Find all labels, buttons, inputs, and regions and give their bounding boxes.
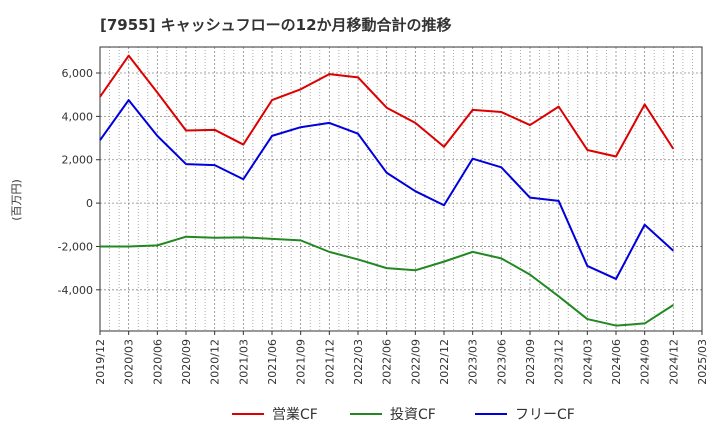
y-tick-label: 4,000 (62, 110, 94, 123)
legend-label-2: 投資CF (390, 407, 436, 423)
x-tick-label: 2021/03 (237, 339, 250, 385)
x-tick-label: 2020/09 (180, 339, 193, 385)
legend-label-3: フリーCF (515, 407, 575, 423)
series-line-3 (99, 99, 675, 280)
y-tick-label: -2,000 (58, 240, 93, 253)
x-tick-label: 2022/09 (409, 339, 422, 385)
x-tick-label: 2022/12 (438, 339, 451, 385)
y-tick-label: -4,000 (58, 284, 93, 297)
y-tick-label: 2,000 (62, 154, 94, 167)
x-tick-label: 2020/06 (151, 339, 164, 385)
legend-label-1: 営業CF (272, 407, 318, 423)
legend: 営業CF 投資CF フリーCF (232, 407, 575, 423)
x-tick-label: 2024/12 (667, 339, 680, 385)
x-tick-label: 2019/12 (94, 339, 107, 385)
plot-background (100, 47, 702, 331)
x-tick-label: 2022/03 (352, 339, 365, 385)
y-axis-label: (百万円) (10, 179, 23, 221)
x-tick-label: 2021/12 (323, 339, 336, 385)
x-tick-label: 2020/12 (209, 339, 222, 385)
x-tick-label: 2023/09 (524, 339, 537, 385)
x-tick-label: 2024/03 (581, 339, 594, 385)
plot-area: -4,000 -2,000 0 2,000 4,000 6,000 2019/12 2020/… (58, 46, 709, 385)
x-tick-label: 2024/06 (610, 339, 623, 385)
x-tick-label: 2022/06 (381, 339, 394, 385)
x-tick-label: 2025/03 (696, 339, 709, 385)
chart-title: [7955] キャッシュフローの12か月移動合計の推移 (100, 16, 452, 34)
x-tick-label: 2020/03 (123, 339, 136, 385)
y-tick-label: 6,000 (62, 67, 94, 80)
x-tick-label: 2021/06 (266, 339, 279, 385)
x-tick-label: 2024/09 (639, 339, 652, 385)
x-tick-label: 2023/06 (495, 339, 508, 385)
series-line-2 (100, 235, 674, 327)
x-tick-label: 2023/03 (467, 339, 480, 385)
series-line-1 (99, 54, 675, 158)
x-tick-label: 2021/09 (295, 339, 308, 385)
plot-frame (99, 46, 703, 332)
y-tick-label: 0 (86, 197, 93, 210)
x-tick-label: 2023/12 (553, 339, 566, 385)
